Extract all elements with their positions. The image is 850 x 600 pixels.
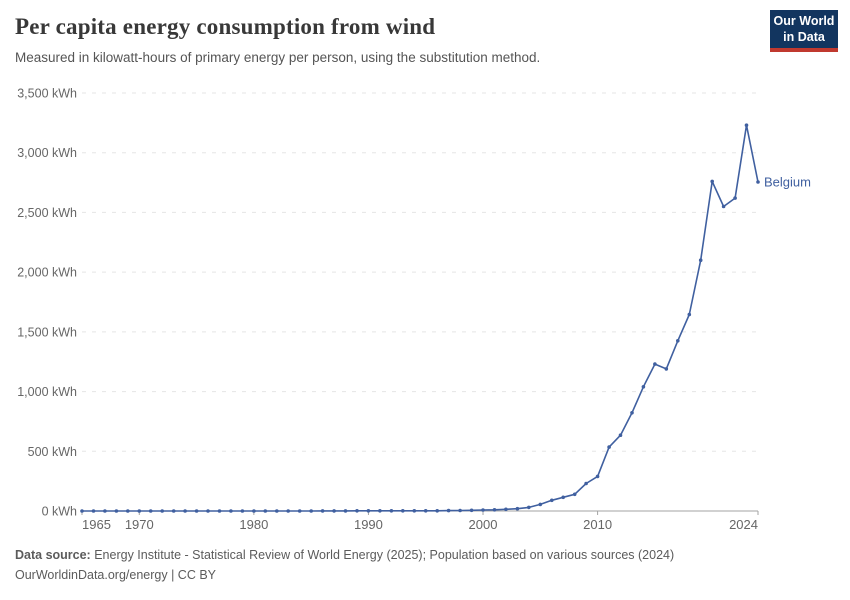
data-point[interactable] [710,179,714,184]
data-point[interactable] [80,509,84,513]
data-point[interactable] [458,508,462,513]
x-axis-tick-label: 2024 [729,517,758,532]
x-axis-tick-label: 1970 [125,517,154,532]
data-point[interactable] [561,495,565,500]
data-point[interactable] [595,474,600,479]
y-axis-tick-label: 2,000 kWh [17,266,77,280]
data-point[interactable] [389,509,394,513]
data-point[interactable] [572,492,577,497]
data-source-line: Data source: Energy Institute - Statisti… [15,545,835,565]
data-point[interactable] [744,123,749,127]
license-line[interactable]: OurWorldinData.org/energy | CC BY [15,568,217,582]
data-point[interactable] [607,445,611,449]
data-point[interactable] [183,509,187,513]
data-point[interactable] [698,258,703,262]
data-point[interactable] [160,509,164,513]
data-point[interactable] [733,196,737,200]
data-point[interactable] [252,509,256,513]
page-title: Per capita energy consumption from wind [15,14,436,39]
y-axis-tick-label: 1,000 kWh [17,385,77,399]
data-point[interactable] [527,505,531,510]
data-point[interactable] [401,509,405,513]
data-point[interactable] [412,509,417,513]
data-point[interactable] [126,509,130,513]
data-point[interactable] [229,509,233,513]
owid-logo-line2: in Data [783,29,825,44]
series-line[interactable] [81,124,759,512]
data-point[interactable] [240,509,245,513]
data-point[interactable] [550,498,554,503]
data-point[interactable] [687,312,692,317]
data-point[interactable] [653,362,657,366]
data-point[interactable] [206,509,210,513]
data-point[interactable] [320,509,325,513]
owid-logo[interactable]: Our World in Data [770,10,838,53]
data-point[interactable] [217,509,222,513]
data-point[interactable] [469,508,474,513]
y-axis-tick-label: 1,500 kWh [17,325,77,339]
data-point[interactable] [664,367,669,371]
x-axis-tick-label: 1990 [354,517,383,532]
data-point[interactable] [297,509,302,513]
data-point[interactable] [91,509,96,513]
data-point[interactable] [171,509,176,513]
chart-subtitle: Measured in kilowatt-hours of primary en… [15,50,541,65]
y-axis-tick-label: 3,500 kWh [17,87,77,101]
data-point[interactable] [504,507,508,512]
data-point[interactable] [286,509,291,513]
y-axis-tick-label: 2,500 kWh [17,206,77,220]
series-label[interactable]: Belgium [764,174,811,189]
line-chart[interactable]: 0 kWh 500 kWh 1,000 kWh 1,500 kWh 2,000 kWh 2… [0,80,850,542]
x-axis-tick-label: 1965 [82,517,111,532]
x-axis-tick-label: 2010 [583,517,612,532]
data-point[interactable] [584,481,588,486]
data-point[interactable] [103,509,107,513]
y-axis-tick-label: 3,000 kWh [17,146,77,160]
data-point[interactable] [148,509,153,513]
data-point[interactable] [721,204,726,209]
y-axis-tick-label: 500 kWh [28,445,77,459]
data-point[interactable] [423,509,428,513]
data-point[interactable] [309,509,314,513]
data-point[interactable] [275,509,279,513]
data-point[interactable] [378,509,382,513]
data-point[interactable] [446,508,451,513]
data-point[interactable] [194,509,199,513]
y-axis-tick-label: 0 kWh [42,505,77,519]
data-point[interactable] [641,385,646,389]
data-point[interactable] [137,509,142,513]
data-point[interactable] [538,502,543,507]
data-point[interactable] [481,508,485,512]
data-source-label: Data source: [15,548,91,562]
data-point[interactable] [492,508,497,512]
data-point[interactable] [515,506,520,511]
data-point[interactable] [343,509,348,513]
data-point[interactable] [366,509,371,513]
x-axis-tick-label: 1980 [239,517,268,532]
data-point[interactable] [618,433,623,438]
data-point[interactable] [435,509,440,513]
data-point[interactable] [332,509,336,513]
data-point[interactable] [263,509,268,513]
data-point[interactable] [114,509,119,513]
data-point[interactable] [756,180,760,184]
x-axis-tick-label: 2000 [469,517,498,532]
data-source-text: Energy Institute - Statistical Review of… [90,548,675,562]
chart-footer: Data source: Energy Institute - Statisti… [15,545,835,585]
data-point[interactable] [630,411,634,415]
data-point[interactable] [355,509,359,513]
data-point[interactable] [676,339,680,343]
owid-logo-line1: Our World [773,14,835,28]
